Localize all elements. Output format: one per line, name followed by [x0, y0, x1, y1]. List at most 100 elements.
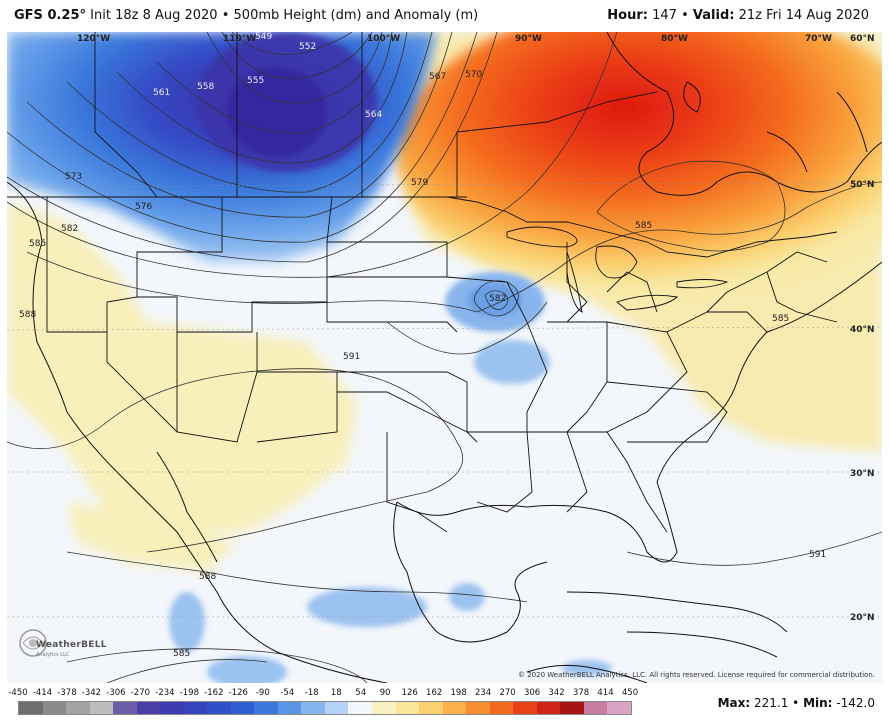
- colorbar-swatch: [230, 702, 255, 714]
- colorbar-swatch: [371, 702, 396, 714]
- min-label: Min:: [803, 696, 833, 710]
- hour-label: Hour:: [607, 8, 648, 23]
- field-name: 500mb Height (dm) and Anomaly (m): [233, 8, 479, 23]
- colorbar-tick-label: -342: [81, 688, 102, 698]
- colorbar-tick-label: -54: [280, 688, 295, 698]
- colorbar-tick-label: 162: [426, 688, 443, 698]
- colorbar-tick-label: 234: [474, 688, 492, 698]
- colorbar-tick-label: 54: [355, 688, 367, 698]
- contour-label: 585: [29, 239, 47, 249]
- valid-time: 21z Fri 14 Aug 2020: [738, 8, 869, 23]
- colorbar-tick-label: 306: [523, 688, 541, 698]
- longitude-label: 70°W: [805, 34, 832, 44]
- colorbar-tick-label: -306: [106, 688, 126, 698]
- contour-label: 561: [153, 88, 171, 98]
- colorbar-swatch: [89, 702, 114, 714]
- contour-label: 588: [19, 310, 37, 320]
- colorbar: [18, 701, 632, 715]
- max-label: Max:: [717, 696, 751, 710]
- colorbar-tick-label: -198: [179, 688, 200, 698]
- colorbar-tick-labels: -450 -414 -378 -342 -306 -270 -234 -198 -162 -126…: [7, 688, 638, 700]
- colorbar-swatch: [160, 702, 184, 714]
- title-right: Hour: 147 • Valid: 21z Fri 14 Aug 2020: [607, 8, 869, 23]
- longitude-label: 100°W: [367, 34, 401, 44]
- colorbar-tick-label: -270: [130, 688, 151, 698]
- contour-label: 582: [61, 224, 79, 234]
- model-name: GFS 0.25°: [14, 8, 87, 23]
- colorbar-swatch: [583, 702, 608, 714]
- latitude-label: 20°N: [850, 613, 875, 623]
- latitude-label: 60°N: [850, 34, 875, 44]
- max-value: 221.1: [753, 696, 789, 710]
- latitude-label: 50°N: [850, 180, 875, 190]
- min-value: -142.0: [836, 696, 875, 710]
- colorbar-swatch: [254, 702, 278, 714]
- colorbar-swatch: [348, 702, 372, 714]
- separator-dot: •: [221, 8, 230, 23]
- colorbar-tick-label: -18: [304, 688, 319, 698]
- height-contours: [7, 32, 882, 683]
- longitude-label: 80°W: [661, 34, 688, 44]
- contour-label: 558: [197, 82, 215, 92]
- graticule: [7, 181, 882, 618]
- colorbar-tick-label: -90: [255, 688, 270, 698]
- warm-anomaly-core: [397, 32, 882, 302]
- great-lakes: [506, 226, 729, 313]
- colorbar-tick-label: 18: [330, 688, 342, 698]
- colorbar-tick-label: 270: [499, 688, 516, 698]
- contour-label: 585: [772, 314, 790, 324]
- contour-label: 549: [255, 32, 273, 42]
- colorbar-tick-label: -162: [204, 688, 224, 698]
- colorbar-swatch: [277, 702, 302, 714]
- colorbar-swatch: [489, 702, 514, 714]
- colorbar-swatch: [513, 702, 537, 714]
- colorbar-tick-label: -450: [8, 688, 28, 698]
- latitude-label: 40°N: [850, 325, 875, 335]
- colorbar-tick-label: 450: [621, 688, 639, 698]
- colorbar-tick-label: -414: [32, 688, 53, 698]
- contour-label: 573: [65, 172, 83, 182]
- cold-anomaly-core: [197, 32, 377, 172]
- longitude-label: 90°W: [515, 34, 542, 44]
- colorbar-tick-label: 90: [379, 688, 391, 698]
- colorbar-swatch: [442, 702, 467, 714]
- separator-dot: •: [792, 696, 800, 710]
- valid-label: Valid:: [692, 8, 735, 23]
- colorbar-swatch: [42, 702, 67, 714]
- longitude-label: 110°W: [223, 34, 257, 44]
- contour-label: 567: [429, 72, 447, 82]
- hour-value: 147: [652, 8, 677, 23]
- colorbar-swatch: [560, 702, 584, 714]
- colorbar-swatch: [66, 702, 90, 714]
- contour-label: 570: [465, 70, 483, 80]
- colorbar-tick-label: 198: [450, 688, 467, 698]
- colorbar-swatch: [19, 702, 43, 714]
- contour-label: 576: [135, 202, 153, 212]
- map-canvas: [7, 32, 882, 683]
- title-left: GFS 0.25° Init 18z 8 Aug 2020 • 500mb He…: [14, 8, 478, 23]
- colorbar-swatch: [183, 702, 208, 714]
- colorbar-swatch: [607, 702, 631, 714]
- latitude-label: 30°N: [850, 469, 875, 479]
- colorbar-tick-label: -378: [57, 688, 77, 698]
- copyright-notice: © 2020 WeatherBELL Analytics, LLC. All r…: [518, 671, 875, 679]
- contour-label: 591: [343, 352, 361, 362]
- logo-name: WeatherBELL: [36, 640, 107, 650]
- colorbar-tick-label: 414: [597, 688, 614, 698]
- chart-header: GFS 0.25° Init 18z 8 Aug 2020 • 500mb He…: [0, 0, 889, 32]
- cold-anomaly-midwest: [445, 272, 550, 384]
- contour-label: 552: [299, 42, 317, 52]
- colorbar-tick-label: 378: [572, 688, 590, 698]
- contour-label: 585: [173, 649, 191, 659]
- weather-map: 120°W 110°W 100°W 90°W 80°W 70°W 60°N 50…: [7, 32, 882, 683]
- colorbar-swatch: [536, 702, 561, 714]
- contour-label: 585: [635, 221, 653, 231]
- colorbar-tick-label: 342: [548, 688, 565, 698]
- colorbar-swatch: [113, 702, 137, 714]
- contour-label: 588: [199, 572, 217, 582]
- contour-label: 555: [247, 76, 265, 86]
- colorbar-swatch: [419, 702, 443, 714]
- contour-label: 591: [809, 550, 827, 560]
- coastlines: [7, 32, 882, 683]
- init-time: Init 18z 8 Aug 2020: [90, 8, 218, 23]
